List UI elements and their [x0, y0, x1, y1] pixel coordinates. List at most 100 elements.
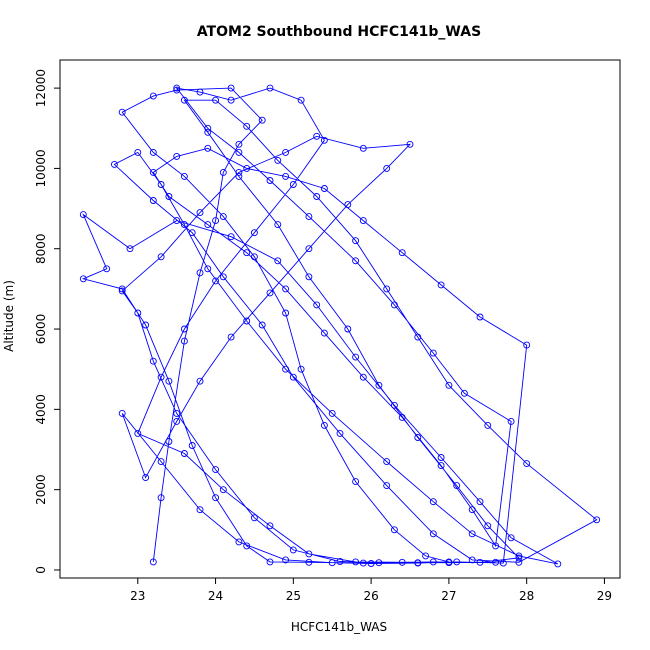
data-point: [149, 357, 157, 365]
data-point: [266, 177, 274, 184]
data-point: [344, 325, 352, 333]
data-point: [274, 221, 282, 229]
data-point: [344, 201, 352, 209]
data-point: [352, 257, 360, 265]
data-point: [219, 168, 227, 176]
data-point: [180, 325, 188, 333]
data-point: [219, 273, 227, 281]
data-point: [336, 558, 344, 565]
data-point: [383, 458, 391, 466]
data-point: [227, 233, 235, 241]
data-point: [79, 211, 87, 219]
series-lines: [81, 87, 598, 565]
data-point: [282, 285, 290, 293]
data-point: [196, 506, 204, 514]
data-point: [289, 373, 297, 381]
data-point: [305, 245, 313, 253]
data-point: [188, 229, 196, 237]
data-point: [243, 542, 251, 550]
data-point: [243, 164, 251, 172]
data-point: [390, 301, 398, 309]
data-point: [352, 237, 360, 245]
data-point: [134, 148, 142, 156]
data-point: [266, 84, 274, 92]
data-point: [484, 421, 492, 429]
data-point: [320, 136, 328, 144]
data-point: [429, 558, 437, 566]
data-point: [126, 245, 134, 253]
data-point: [173, 86, 181, 94]
data-point: [157, 373, 165, 381]
data-point: [243, 122, 251, 130]
data-point: [188, 442, 196, 449]
data-point: [173, 84, 181, 92]
data-point: [492, 542, 500, 550]
data-point: [414, 434, 422, 441]
data-point: [250, 514, 258, 522]
data-point: [383, 164, 391, 172]
data-point: [406, 140, 414, 148]
data-point: [134, 429, 142, 437]
chart-title: ATOM2 Southbound HCFC141b_WAS: [197, 24, 481, 40]
data-point: [484, 522, 492, 530]
y-tick-label: 10000: [34, 149, 48, 187]
data-point: [352, 558, 360, 566]
data-point: [212, 96, 220, 104]
data-point: [196, 269, 204, 277]
data-point: [476, 498, 484, 506]
data-point: [289, 546, 297, 554]
data-point: [212, 217, 220, 225]
data-point: [173, 217, 181, 225]
data-point: [297, 96, 305, 104]
data-point: [227, 333, 235, 341]
data-point: [266, 558, 274, 566]
data-point: [243, 317, 251, 325]
data-point: [429, 349, 437, 357]
data-point: [266, 522, 274, 530]
x-tick-label: 23: [130, 589, 145, 603]
data-point: [173, 152, 181, 160]
data-point: [118, 287, 126, 295]
data-point: [103, 265, 111, 273]
data-point: [149, 92, 157, 100]
data-point: [437, 281, 445, 289]
data-point: [476, 558, 484, 566]
x-tick-label: 29: [597, 589, 612, 603]
data-point: [445, 381, 453, 389]
data-point: [437, 462, 445, 470]
data-point: [282, 172, 290, 180]
data-point: [523, 460, 531, 468]
data-point: [282, 309, 290, 317]
data-point: [282, 365, 290, 373]
data-point: [328, 559, 336, 567]
data-point: [165, 193, 173, 200]
data-point: [212, 494, 220, 502]
data-point: [383, 285, 391, 293]
data-point: [204, 221, 212, 229]
data-point: [204, 144, 212, 152]
data-point: [313, 301, 321, 309]
data-point: [289, 181, 297, 188]
data-point: [219, 486, 227, 494]
data-point: [118, 285, 126, 293]
data-point: [243, 249, 251, 257]
data-point: [515, 554, 523, 562]
data-point: [282, 148, 290, 156]
data-point: [414, 333, 422, 341]
data-point: [507, 417, 515, 425]
data-point: [180, 450, 188, 457]
data-point: [468, 506, 476, 514]
data-point: [180, 221, 188, 229]
data-point: [523, 341, 531, 349]
y-axis: 0 2000 4000 6000 8000 10000 12000: [34, 69, 60, 574]
data-point: [593, 516, 601, 524]
data-point: [429, 530, 437, 538]
data-point: [165, 438, 173, 445]
data-point: [367, 560, 375, 567]
data-point: [258, 321, 266, 329]
data-point: [305, 550, 313, 558]
data-point: [390, 526, 398, 534]
data-point: [142, 321, 150, 329]
data-point: [235, 148, 243, 156]
data-point: [313, 132, 321, 140]
